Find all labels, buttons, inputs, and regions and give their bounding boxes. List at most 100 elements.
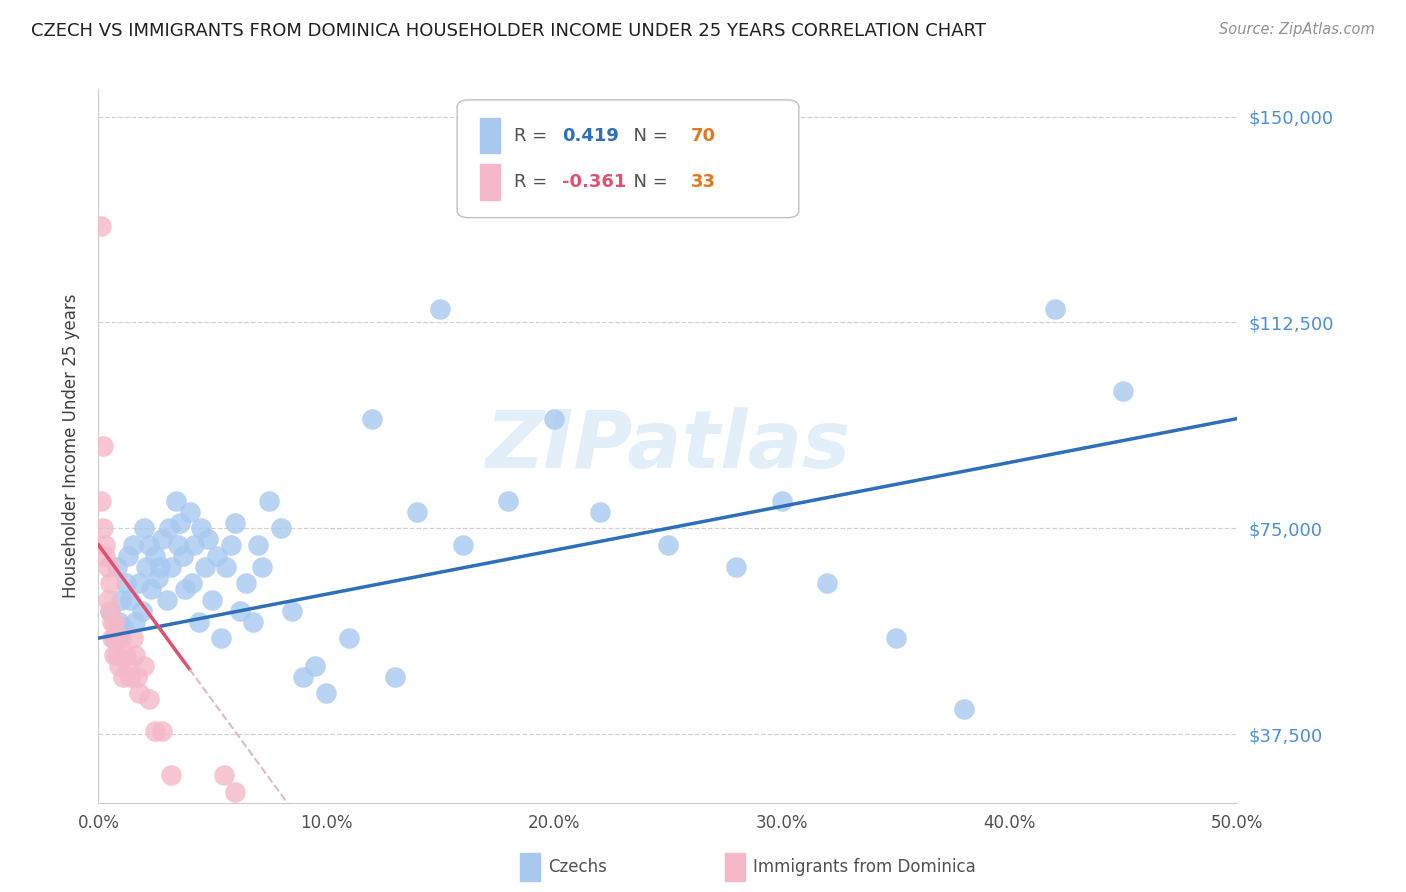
Point [884, 631, 907, 645]
Point [96, 592, 118, 607]
Point [120, 669, 142, 683]
Point [105, 631, 128, 645]
Point [725, 559, 748, 574]
Point [194, 559, 217, 574]
Point [103, 615, 125, 629]
Point [169, 516, 191, 530]
Point [242, 615, 264, 629]
Text: Immigrants from Dominica: Immigrants from Dominica [754, 858, 976, 876]
Point [187, 615, 209, 629]
Point [451, 538, 474, 552]
Point [190, 521, 212, 535]
Point [91, 521, 114, 535]
Point [160, 768, 183, 782]
Point [101, 631, 124, 645]
Point [212, 768, 235, 782]
Text: 70: 70 [690, 127, 716, 145]
Point [384, 669, 406, 683]
Point [138, 691, 160, 706]
Point [146, 571, 169, 585]
Point [172, 549, 194, 563]
Point [953, 702, 976, 716]
Point [127, 669, 149, 683]
Point [94, 538, 117, 552]
Point [165, 494, 187, 508]
Point [114, 648, 136, 662]
Point [105, 559, 128, 574]
Point [657, 538, 679, 552]
Point [304, 658, 326, 673]
Point [121, 538, 143, 552]
Point [132, 521, 155, 535]
Point [209, 631, 232, 645]
Bar [725, 853, 745, 881]
Point [252, 559, 274, 574]
Point [98, 604, 121, 618]
Point [150, 533, 173, 547]
Point [90, 219, 112, 234]
Text: Source: ZipAtlas.com: Source: ZipAtlas.com [1219, 22, 1375, 37]
Text: Czechs: Czechs [548, 858, 607, 876]
Point [145, 549, 167, 563]
Point [1043, 301, 1066, 316]
Point [105, 648, 128, 662]
FancyBboxPatch shape [457, 100, 799, 218]
Text: -0.361: -0.361 [562, 173, 626, 191]
Point [110, 592, 132, 607]
Point [124, 615, 146, 629]
Point [588, 505, 610, 519]
Point [543, 411, 565, 425]
Point [128, 576, 150, 591]
Point [180, 576, 202, 591]
Point [120, 592, 142, 607]
Point [110, 631, 132, 645]
Point [1112, 384, 1135, 398]
Point [815, 576, 838, 591]
Point [138, 538, 160, 552]
Text: N =: N = [623, 127, 673, 145]
Point [360, 411, 382, 425]
Point [770, 494, 793, 508]
Text: ZIPatlas: ZIPatlas [485, 407, 851, 485]
Point [174, 582, 197, 596]
Text: R =: R = [515, 127, 553, 145]
Point [183, 538, 205, 552]
Point [108, 615, 131, 629]
Point [98, 604, 121, 618]
Point [101, 615, 124, 629]
Point [124, 648, 146, 662]
Point [224, 785, 246, 799]
Point [108, 658, 131, 673]
Point [160, 559, 183, 574]
Point [215, 559, 238, 574]
Point [429, 301, 451, 316]
Point [406, 505, 429, 519]
Point [281, 604, 304, 618]
Text: R =: R = [515, 173, 553, 191]
Point [498, 494, 520, 508]
Point [292, 669, 315, 683]
Text: CZECH VS IMMIGRANTS FROM DOMINICA HOUSEHOLDER INCOME UNDER 25 YEARS CORRELATION : CZECH VS IMMIGRANTS FROM DOMINICA HOUSEH… [31, 22, 986, 40]
Point [121, 631, 143, 645]
Point [259, 494, 281, 508]
Point [156, 592, 179, 607]
Point [94, 549, 117, 563]
Point [197, 533, 219, 547]
Point [167, 538, 190, 552]
Point [90, 494, 112, 508]
Point [149, 559, 172, 574]
Point [315, 686, 337, 700]
Point [103, 631, 125, 645]
Bar [479, 118, 501, 153]
Text: N =: N = [623, 173, 673, 191]
Point [219, 538, 242, 552]
Point [270, 521, 292, 535]
Point [98, 576, 121, 591]
Y-axis label: Householder Income Under 25 years: Householder Income Under 25 years [62, 293, 80, 599]
Point [224, 516, 246, 530]
Point [96, 559, 118, 574]
Point [157, 521, 180, 535]
Text: 33: 33 [690, 173, 716, 191]
Point [128, 686, 150, 700]
Point [179, 505, 201, 519]
